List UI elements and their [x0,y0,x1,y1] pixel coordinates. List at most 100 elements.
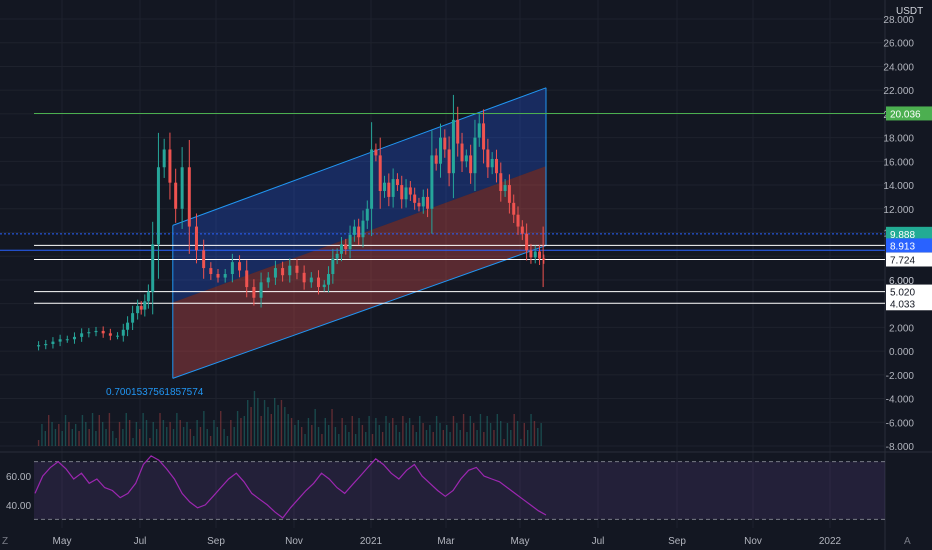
candle-body [383,182,387,191]
volume-bar [257,398,259,446]
y-tick-label: 2.000 [889,323,914,334]
candle-body [512,202,516,215]
volume-bar [439,423,441,446]
candle-body [72,336,76,340]
volume-bar [327,425,330,446]
candle-body [482,123,486,150]
volume-bar [530,414,532,446]
volume-bar [540,423,542,446]
volume-bar [101,422,104,446]
candle-body [223,274,227,278]
candle-body [503,185,507,191]
level-badge-4033: 4.033 [890,299,915,310]
volume-bar [388,423,391,446]
volume-bar [142,413,144,446]
candle-body [51,341,55,344]
volume-bar [361,425,364,446]
volume-bar [473,423,475,446]
volume-bar [47,415,50,446]
candle-body [309,277,313,283]
volume-bar [169,422,171,446]
volume-bar [64,415,67,446]
candle-body [516,214,520,227]
volume-bar [385,416,387,446]
volume-bar [415,432,418,446]
candle-body [451,119,455,174]
y-tick-label: 6.000 [889,276,914,287]
y-tick-label: -6.000 [886,418,915,429]
volume-bar [523,423,526,446]
candle-body [216,274,220,278]
candle-body [464,155,468,162]
volume-bar [91,413,94,446]
timezone-button[interactable]: Z [2,536,9,547]
candle-body [126,322,130,330]
y-tick-label: 24.000 [883,62,914,73]
x-tick-label: 2022 [819,536,842,547]
candle-body [143,301,147,310]
volume-bar [462,414,465,446]
volume-bar [405,423,407,446]
y-tick-label: 12.000 [883,205,914,216]
volume-bar [297,420,300,446]
candle-body [477,123,481,138]
volume-bar [311,425,313,446]
candle-body [58,339,62,342]
candle-body [443,137,447,150]
rsi-tick-label: 60.00 [6,472,31,483]
volume-bar [344,425,347,446]
volume-bar [209,436,212,446]
volume-bar [253,391,256,446]
volume-bar [236,411,239,446]
candle-body [499,173,503,191]
level-badge-7724: 7.724 [890,255,915,266]
volume-bar [381,432,384,446]
volume-bar [74,424,77,446]
volume-bar [115,438,117,446]
price-badge-value: 9.888 [890,230,915,241]
candle-body [542,258,546,260]
volume-bar [510,430,512,446]
volume-bar [193,436,195,446]
volume-bar [108,413,111,446]
candle-body [494,158,498,174]
volume-bar [216,427,219,446]
volume-bar [58,424,60,446]
volume-bar [162,420,165,446]
candle-body [316,277,320,288]
volume-bar [300,427,303,446]
candle-body [101,330,105,334]
volume-bar [243,416,246,446]
candle-body [348,234,352,250]
candle-body [266,277,270,283]
candle-body [469,155,473,174]
candle-body [417,202,421,207]
volume-bar [41,424,43,446]
y-tick-label: 14.000 [883,181,914,192]
auto-scale-button[interactable]: A [904,536,911,547]
volume-bar [526,430,529,446]
volume-bar [520,439,522,446]
volume-bar [456,423,458,446]
level-badge-8913-bg [886,238,932,253]
candle-body [426,196,430,209]
candle-body [456,119,460,144]
volume-bar [44,431,47,446]
y-tick-label: -2.000 [886,371,915,382]
volume-bar [233,427,235,446]
volume-bar [51,422,53,446]
candle-body [156,167,160,245]
volume-bar [240,418,242,446]
candle-body [331,258,335,275]
candle-body [252,287,256,298]
volume-bar [155,429,158,446]
volume-bar [71,429,74,446]
volume-bar [176,413,178,446]
y-tick-label: -4.000 [886,395,915,406]
volume-bar [398,432,401,446]
candle-body [357,226,361,238]
volume-bar [321,434,323,446]
candle-body [447,149,451,174]
volume-bar [128,420,131,446]
